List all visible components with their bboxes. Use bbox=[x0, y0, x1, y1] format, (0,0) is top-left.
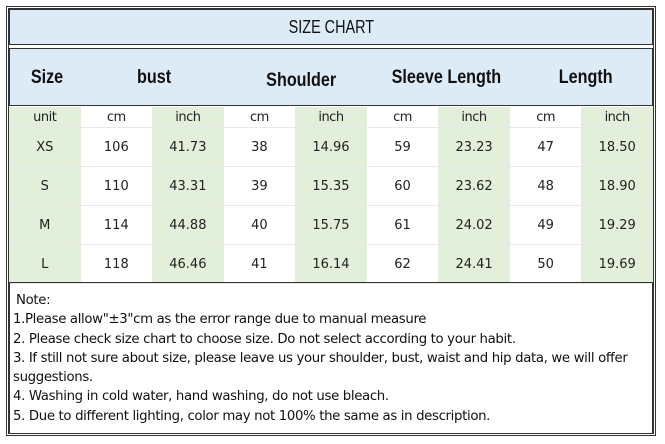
table-cell: M bbox=[9, 205, 81, 245]
unit-row: unit cm inch cm inch cm inch cm inch bbox=[9, 107, 653, 128]
table-cell: 41.73 bbox=[152, 127, 224, 167]
table-cell: 38 bbox=[223, 127, 296, 167]
notes-heading: Note: bbox=[16, 293, 51, 308]
table-cell: 16.14 bbox=[295, 244, 367, 284]
table-cell: 15.35 bbox=[295, 166, 367, 206]
table-cell: 46.46 bbox=[152, 244, 224, 284]
table-cell: 23.23 bbox=[438, 127, 510, 167]
table-cell: 19.29 bbox=[581, 205, 653, 245]
title-text: SIZE CHART bbox=[288, 16, 374, 37]
header-sleeve-length: Sleeve Length bbox=[391, 67, 502, 88]
table-cell: unit bbox=[9, 107, 81, 128]
table-row: S 110 43.31 39 15.35 60 23.62 48 18.90 bbox=[9, 166, 653, 206]
table-cell: 118 bbox=[80, 244, 153, 284]
table-cell: cm bbox=[223, 107, 296, 128]
table-cell: 50 bbox=[509, 244, 582, 284]
table-cell: 110 bbox=[80, 166, 153, 206]
size-table: unit cm inch cm inch cm inch cm inch XS 106 41.73 38… bbox=[9, 107, 653, 284]
header-length: Length bbox=[558, 67, 613, 88]
note-item: 4. Washing in cold water, hand washing, … bbox=[13, 389, 389, 405]
table-cell: 18.90 bbox=[581, 166, 653, 206]
table-cell: inch bbox=[438, 107, 510, 128]
table-cell: 39 bbox=[223, 166, 296, 206]
table-cell: 24.41 bbox=[438, 244, 510, 284]
header-shoulder: Shoulder bbox=[266, 70, 337, 91]
table-cell: 19.69 bbox=[581, 244, 653, 284]
table-cell: 61 bbox=[366, 205, 439, 245]
table-cell: 49 bbox=[509, 205, 582, 245]
header-size: Size bbox=[30, 67, 64, 88]
header-bust: bust bbox=[137, 67, 172, 88]
table-cell: 41 bbox=[223, 244, 296, 284]
table-cell: 114 bbox=[80, 205, 153, 245]
table-cell: inch bbox=[295, 107, 367, 128]
table-cell: 106 bbox=[80, 127, 153, 167]
table-cell: 18.50 bbox=[581, 127, 653, 167]
note-item: 2. Please check size chart to choose siz… bbox=[13, 331, 516, 347]
table-cell: cm bbox=[80, 107, 153, 128]
table-cell: 47 bbox=[509, 127, 582, 167]
note-item: 1.Please allow"±3"cm as the error range … bbox=[13, 312, 427, 328]
chart-title: SIZE CHART bbox=[9, 9, 653, 45]
table-cell: 43.31 bbox=[152, 166, 224, 206]
table-row: L 118 46.46 41 16.14 62 24.41 50 19.69 bbox=[9, 244, 653, 284]
note-item: 3. If still not sure about size, please … bbox=[13, 350, 628, 386]
table-cell: 60 bbox=[366, 166, 439, 206]
note-item: 5. Due to different lighting, color may … bbox=[13, 408, 491, 424]
table-cell: 48 bbox=[509, 166, 582, 206]
table-cell: 40 bbox=[223, 205, 296, 245]
table-cell: 24.02 bbox=[438, 205, 510, 245]
table-cell: inch bbox=[152, 107, 224, 128]
notes: Note: 1.Please allow"±3"cm as the error r… bbox=[9, 282, 653, 434]
table-cell: 23.62 bbox=[438, 166, 510, 206]
table-row: M 114 44.88 40 15.75 61 24.02 49 19.29 bbox=[9, 205, 653, 245]
header-row: Size bust Shoulder Sleeve Length Length bbox=[9, 48, 653, 106]
table-cell: 15.75 bbox=[295, 205, 367, 245]
table-cell: cm bbox=[366, 107, 439, 128]
table-cell: 14.96 bbox=[295, 127, 367, 167]
table-cell: 59 bbox=[366, 127, 439, 167]
size-chart-frame bbox=[6, 6, 656, 436]
table-cell: cm bbox=[509, 107, 582, 128]
table-cell: 44.88 bbox=[152, 205, 224, 245]
table-cell: 62 bbox=[366, 244, 439, 284]
table-row: XS 106 41.73 38 14.96 59 23.23 47 18.50 bbox=[9, 127, 653, 167]
table-cell: XS bbox=[9, 127, 81, 167]
table-cell: inch bbox=[581, 107, 653, 128]
table-cell: S bbox=[9, 166, 81, 206]
table-cell: L bbox=[9, 244, 81, 284]
